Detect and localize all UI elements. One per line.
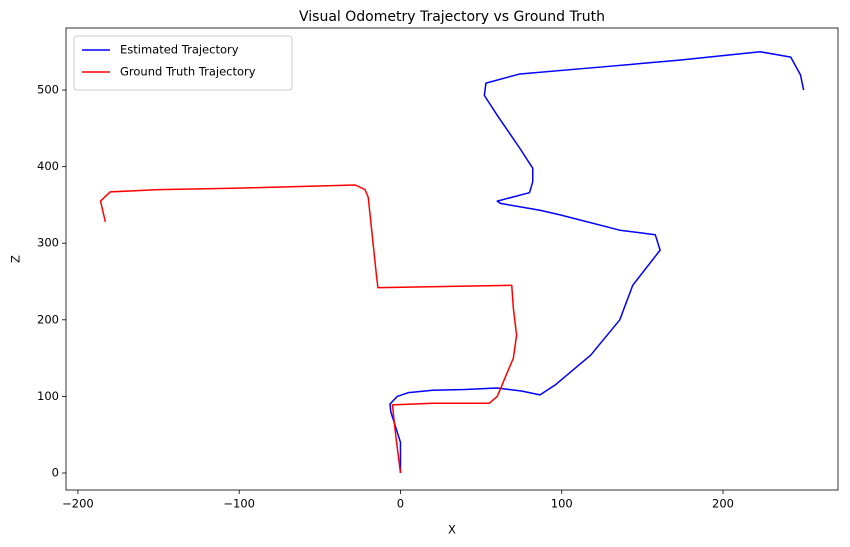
legend: Estimated Trajectory Ground Truth Traject… [73,35,293,91]
legend-box [73,35,293,91]
x-axis-label: X [448,523,456,537]
trajectory-line [99,184,518,474]
y-tick-label: 400 [37,159,59,173]
legend-label: Ground Truth Trajectory [120,65,256,79]
y-axis-label: Z [9,255,23,263]
plot-frame [65,27,839,491]
trajectory-line [389,50,805,473]
x-tick-label: 100 [551,497,573,511]
legend-label: Estimated Trajectory [120,43,239,57]
x-tick-label: 0 [397,497,404,511]
x-tick-label: −200 [62,497,94,511]
chart-title: Visual Odometry Trajectory vs Ground Tru… [299,9,605,25]
y-tick-label: 500 [37,83,59,97]
x-tick-label: 200 [712,497,734,511]
y-tick-label: 100 [37,389,59,403]
x-tick-label: −100 [223,497,255,511]
y-tick-label: 0 [52,465,59,479]
y-tick-label: 300 [37,236,59,250]
y-tick-label: 200 [37,312,59,326]
